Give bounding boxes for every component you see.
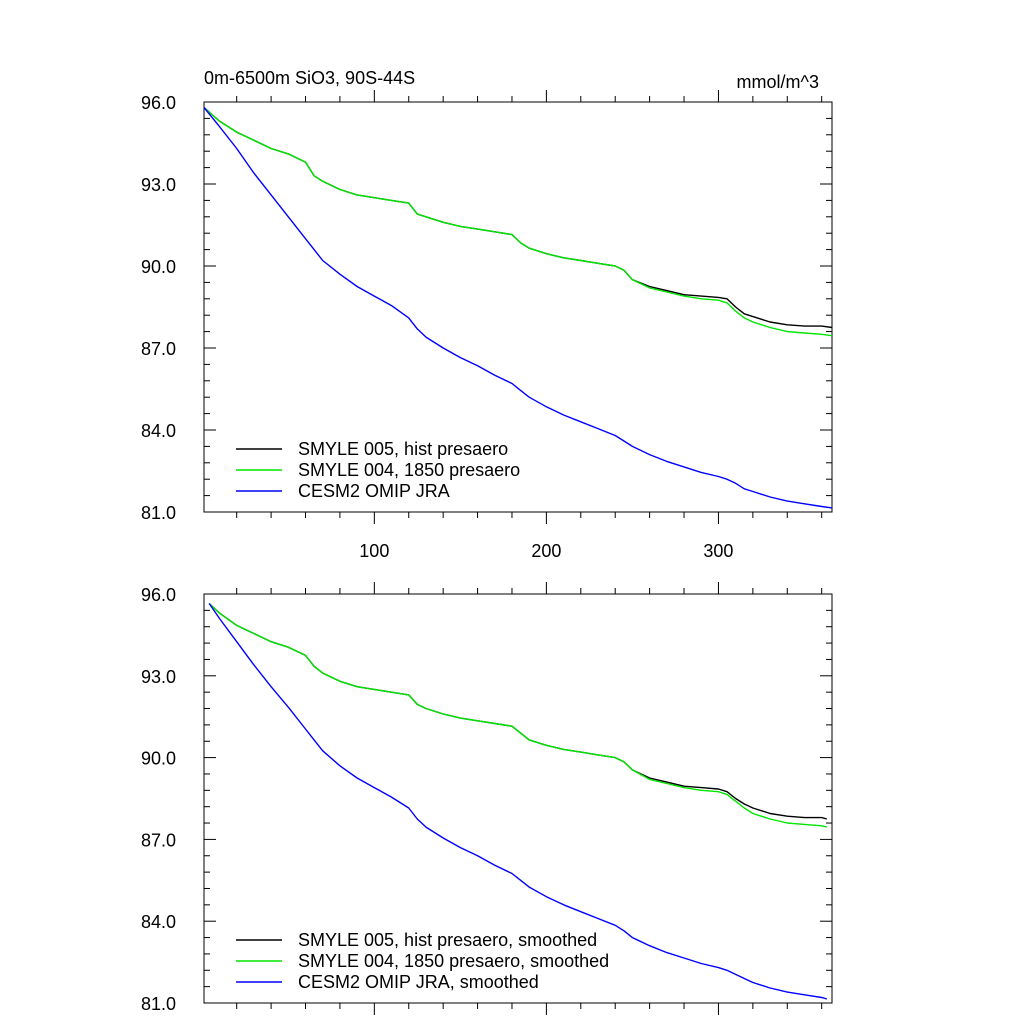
y-tick-label: 84.0 (141, 421, 176, 441)
x-tick-label: 200 (531, 541, 561, 561)
plot-frame (203, 593, 833, 1004)
y-tick-label: 96.0 (141, 93, 176, 113)
legend-label: SMYLE 005, hist presaero (298, 439, 508, 459)
units-label: mmol/m^3 (737, 72, 819, 92)
legend-label: CESM2 OMIP JRA, smoothed (298, 972, 539, 992)
legend-label: SMYLE 004, 1850 presaero (298, 460, 520, 480)
y-tick-label: 81.0 (141, 503, 176, 523)
figure-title: 0m-6500m SiO3, 90S-44S (204, 68, 415, 88)
series-line-1 (203, 106, 833, 337)
plot-frame (203, 101, 833, 513)
y-tick-label: 93.0 (141, 175, 176, 195)
y-tick-label: 96.0 (141, 585, 176, 605)
series-line-2 (203, 107, 833, 509)
y-tick-label: 90.0 (141, 749, 176, 769)
y-tick-label: 84.0 (141, 912, 176, 932)
bottom-panel: 81.0 84.0 87.0 90.0 93.0 96.0 SMYLE 005, hist … (141, 582, 833, 1015)
series-line-0 (203, 106, 833, 329)
legend-label: SMYLE 005, hist presaero, smoothed (298, 930, 597, 950)
series-line-1 (208, 602, 827, 828)
x-tick-label: 100 (359, 541, 389, 561)
y-tick-label: 87.0 (141, 339, 176, 359)
legend-label: SMYLE 004, 1850 presaero, smoothed (298, 951, 609, 971)
series-line-0 (208, 602, 827, 820)
series-line-2 (208, 603, 827, 1000)
y-tick-label: 87.0 (141, 830, 176, 850)
x-tick-label: 300 (703, 541, 733, 561)
y-tick-label: 81.0 (141, 994, 176, 1014)
top-panel: 81.0 84.0 87.0 90.0 93.0 96.0 100 200 300 SMYLE 0… (141, 90, 833, 561)
y-tick-label: 93.0 (141, 667, 176, 687)
legend-label: CESM2 OMIP JRA (298, 481, 450, 501)
y-tick-label: 90.0 (141, 257, 176, 277)
